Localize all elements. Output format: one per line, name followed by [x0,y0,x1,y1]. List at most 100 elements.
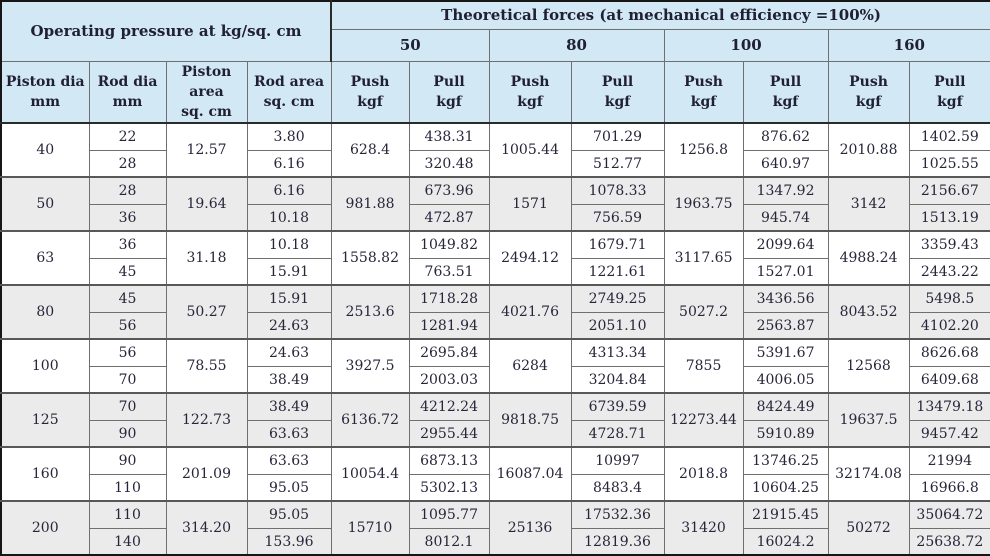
pressure-header-50: 50 [330,28,490,62]
rod-dia-cell: 70 [88,392,167,421]
push-cell: 5027.2 [663,284,744,340]
pull-cell: 3436.56 [742,284,829,313]
col-header-piston-area: Piston area sq. cm [165,60,248,125]
pull-cell: 438.31 [408,122,490,151]
pull-cell: 4313.34 [570,338,665,367]
pull-cell: 1078.33 [570,176,665,205]
pull-cell: 1718.28 [408,284,490,313]
rod-area-cell: 6.16 [246,149,332,178]
push-cell: 628.4 [330,122,410,178]
pull-cell: 640.97 [742,149,829,178]
pull-cell: 5498.5 [908,284,990,313]
col-header-rod-area: Rod area sq. cm [246,60,332,125]
pull-cell: 763.51 [408,257,490,286]
pressure-header-160: 160 [827,28,990,62]
rod-dia-cell: 28 [88,176,167,205]
rod-area-cell: 24.63 [246,338,332,367]
pull-cell: 8424.49 [742,392,829,421]
pull-cell: 4728.71 [570,419,665,448]
push-cell: 3927.5 [330,338,410,394]
push-cell: 12273.44 [663,392,744,448]
pull-cell: 2695.84 [408,338,490,367]
table-body: 40 22 12.57 3.80 628.4 438.31 1005.44 701.29 125… [0,122,990,556]
pull-cell: 1513.19 [908,203,990,232]
pull-cell: 2443.22 [908,257,990,286]
push-cell: 15710 [330,500,410,556]
push-cell: 3142 [827,176,910,232]
pull-cell: 8483.4 [570,473,665,502]
pull-cell: 35064.72 [908,500,990,529]
pull-cell: 17532.36 [570,500,665,529]
rod-area-cell: 95.05 [246,473,332,502]
pull-cell: 1095.77 [408,500,490,529]
push-cell: 1005.44 [488,122,572,178]
pull-cell: 8012.1 [408,527,490,556]
rod-dia-cell: 70 [88,365,167,394]
rod-area-cell: 63.63 [246,419,332,448]
piston-dia-cell: 50 [0,176,90,232]
col-header-pull-100: Pull kgf [742,60,829,125]
piston-area-cell: 12.57 [165,122,248,178]
piston-area-cell: 122.73 [165,392,248,448]
piston-dia-cell: 200 [0,500,90,556]
rod-area-cell: 6.16 [246,176,332,205]
pull-cell: 21915.45 [742,500,829,529]
piston-dia-cell: 100 [0,338,90,394]
rod-area-cell: 3.80 [246,122,332,151]
col-header-push-100: Push kgf [663,60,744,125]
rod-area-cell: 10.18 [246,203,332,232]
push-cell: 3117.65 [663,230,744,286]
rod-dia-cell: 36 [88,230,167,259]
rod-dia-cell: 28 [88,149,167,178]
push-cell: 1571 [488,176,572,232]
push-cell: 2010.88 [827,122,910,178]
piston-area-cell: 201.09 [165,446,248,502]
rod-dia-cell: 56 [88,311,167,340]
push-cell: 19637.5 [827,392,910,448]
col-header-piston-dia: Piston dia mm [0,60,90,125]
push-cell: 7855 [663,338,744,394]
pull-cell: 2003.03 [408,365,490,394]
rod-dia-cell: 36 [88,203,167,232]
push-cell: 981.88 [330,176,410,232]
pull-cell: 9457.42 [908,419,990,448]
push-cell: 4021.76 [488,284,572,340]
push-cell: 6136.72 [330,392,410,448]
piston-dia-cell: 160 [0,446,90,502]
pull-cell: 12819.36 [570,527,665,556]
pull-cell: 2051.10 [570,311,665,340]
pressure-header-100: 100 [663,28,829,62]
col-header-push-160: Push kgf [827,60,910,125]
push-cell: 16087.04 [488,446,572,502]
push-cell: 31420 [663,500,744,556]
piston-area-cell: 78.55 [165,338,248,394]
pull-cell: 10997 [570,446,665,475]
col-header-pull-160: Pull kgf [908,60,990,125]
rod-dia-cell: 45 [88,284,167,313]
pull-cell: 945.74 [742,203,829,232]
pull-cell: 5910.89 [742,419,829,448]
pull-cell: 6739.59 [570,392,665,421]
rod-area-cell: 10.18 [246,230,332,259]
pull-cell: 876.62 [742,122,829,151]
rod-dia-cell: 90 [88,419,167,448]
pull-cell: 701.29 [570,122,665,151]
pull-cell: 3204.84 [570,365,665,394]
push-cell: 8043.52 [827,284,910,340]
push-cell: 1256.8 [663,122,744,178]
push-cell: 4988.24 [827,230,910,286]
rod-area-cell: 15.91 [246,284,332,313]
rod-area-cell: 63.63 [246,446,332,475]
push-cell: 1558.82 [330,230,410,286]
piston-area-cell: 314.20 [165,500,248,556]
piston-dia-cell: 125 [0,392,90,448]
piston-area-cell: 19.64 [165,176,248,232]
piston-dia-cell: 40 [0,122,90,178]
rod-area-cell: 38.49 [246,392,332,421]
operating-pressure-title: Operating pressure at kg/sq. cm [0,0,333,62]
rod-dia-cell: 140 [88,527,167,556]
pressure-header-80: 80 [488,28,665,62]
col-header-push-50: Push kgf [330,60,410,125]
pull-cell: 512.77 [570,149,665,178]
